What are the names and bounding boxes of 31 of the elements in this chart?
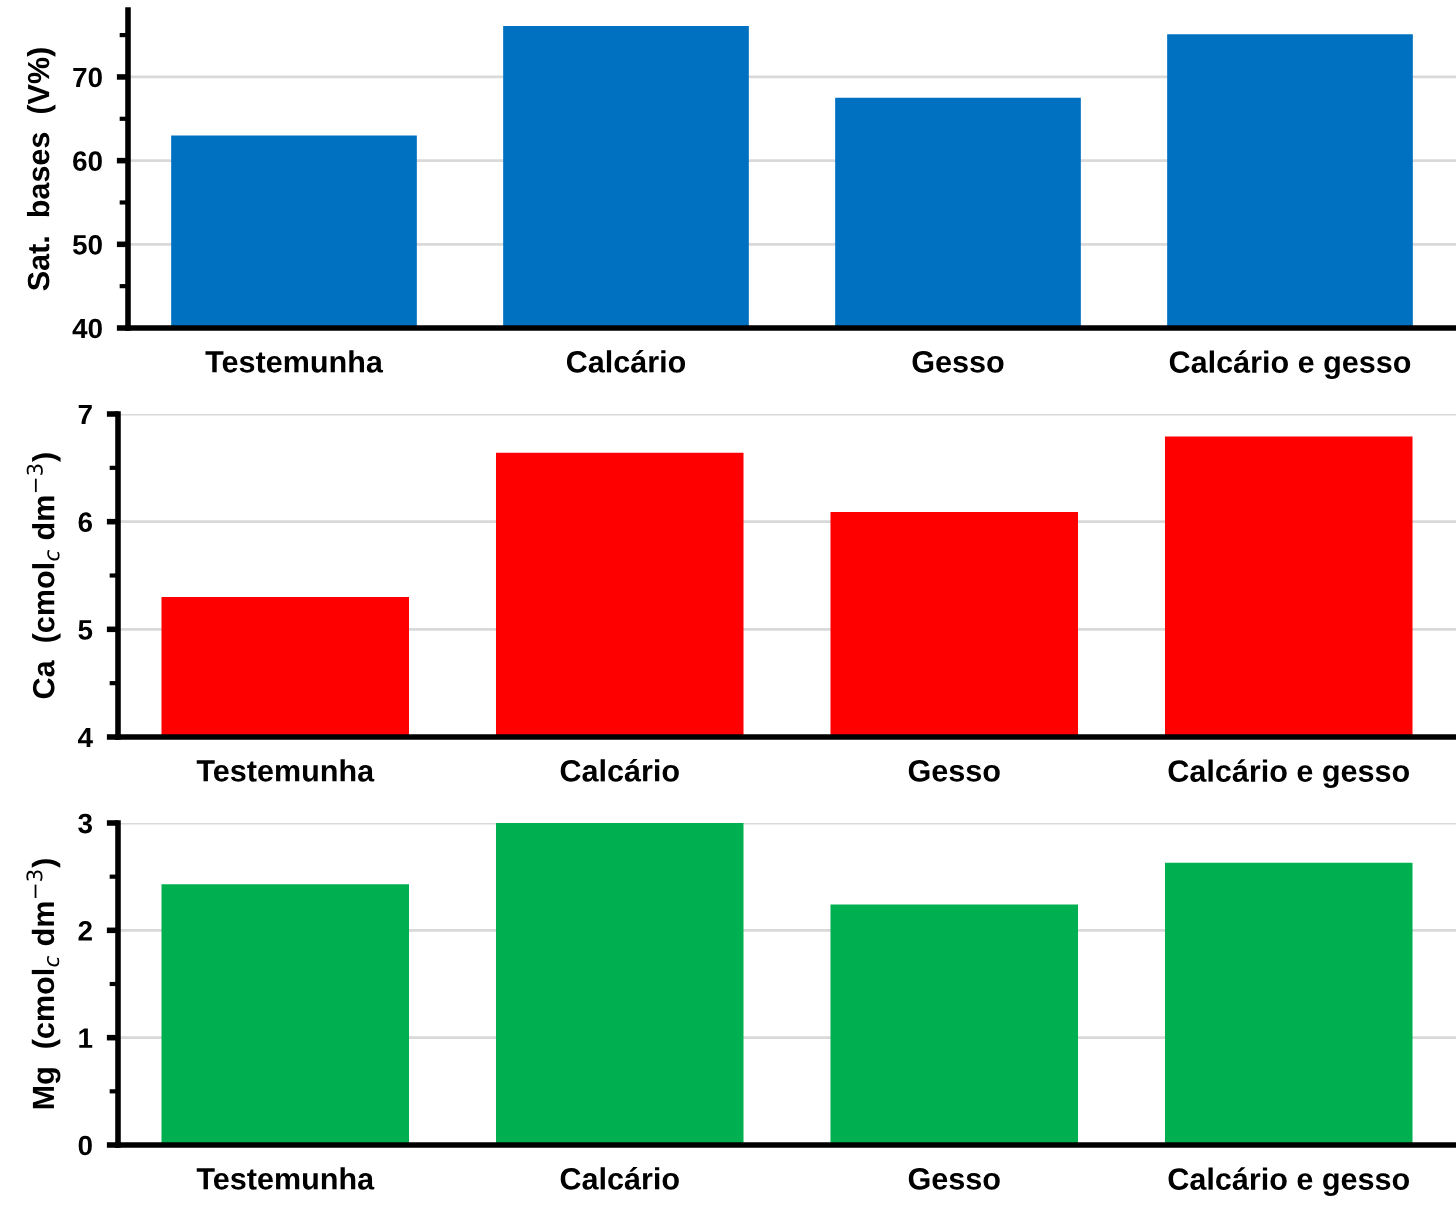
y-tick-label: 7	[78, 404, 92, 425]
x-tick-label: Calcário	[566, 349, 686, 373]
y-tick-label: 60	[73, 151, 102, 171]
x-tick-label: Calcário e gesso	[1169, 350, 1411, 380]
y-tick-label: 0	[78, 1135, 92, 1156]
y-tick-label: 4	[77, 727, 93, 748]
y-tick-label: 2	[78, 921, 92, 941]
x-tick-label: Testemunha	[196, 759, 375, 782]
y-tick-label: 5	[78, 620, 93, 640]
x-tick-label: Gesso	[908, 1168, 1000, 1190]
y-axis-title: Ca (cmol$_{c}$ dm$^{−3}$)	[26, 453, 61, 699]
x-tick-label: Calcário	[560, 758, 679, 782]
bar	[495, 823, 744, 1145]
y-tick-label: 70	[73, 67, 102, 88]
bar	[1164, 862, 1413, 1145]
x-tick-label: Testemunha	[205, 350, 384, 373]
y-tick-label: 40	[72, 318, 102, 339]
y-axis-title: Sat. bases (V%)	[26, 48, 56, 291]
y-tick-label: 1	[79, 1028, 93, 1048]
x-tick-label: Calcário e gesso	[1168, 1167, 1409, 1197]
x-tick-label: Calcário	[560, 1166, 679, 1190]
x-tick-label: Calcário e gesso	[1168, 759, 1409, 789]
y-tick-label: 6	[78, 512, 92, 533]
x-tick-label: Gesso	[908, 760, 1000, 782]
x-tick-label: Gesso	[912, 351, 1004, 373]
y-tick-label: 50	[72, 234, 102, 255]
bar	[161, 884, 410, 1145]
bar	[830, 904, 1079, 1145]
y-tick-label: 3	[78, 813, 92, 834]
x-tick-label: Testemunha	[196, 1167, 375, 1190]
y-axis-title: Mg (cmol$_{c}$ dm$^{−3}$)	[26, 859, 61, 1109]
